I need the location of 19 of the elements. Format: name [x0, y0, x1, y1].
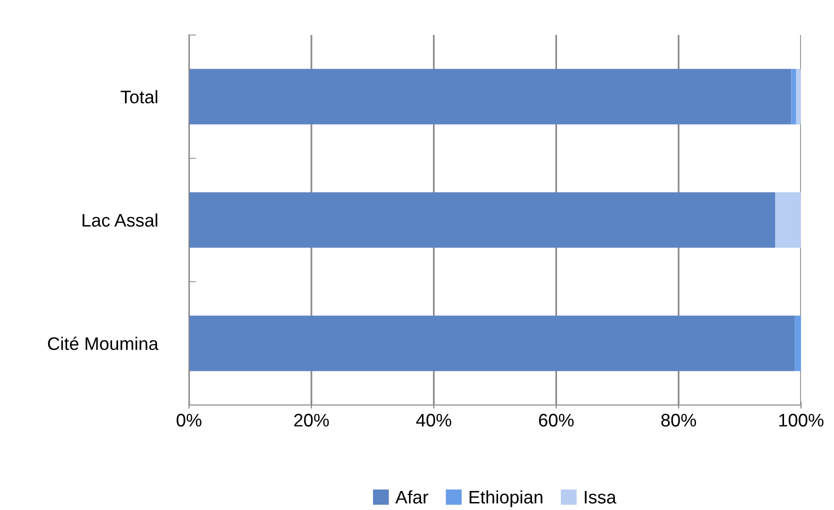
legend-label: Afar: [395, 490, 428, 504]
legend-label: Issa: [584, 490, 616, 504]
x-tick-label: 100%: [779, 414, 824, 427]
bar: [796, 68, 801, 124]
legend-label: Ethiopian: [470, 490, 542, 508]
bar: [791, 68, 796, 124]
y-tick-label: Cité Moumina: [48, 336, 158, 350]
x-tick-label: 20%: [294, 414, 329, 427]
bar: [794, 316, 801, 372]
bar: [189, 316, 795, 372]
y-tick-label: Lac Assal: [82, 213, 158, 227]
y-tick-label: Total: [120, 90, 158, 104]
x-tick-label: 0%: [176, 414, 202, 427]
bar: [189, 192, 776, 248]
bar: [775, 192, 801, 248]
x-tick-label: 80%: [661, 414, 696, 427]
bar: [189, 68, 792, 124]
x-tick-label: 60%: [539, 414, 574, 427]
x-tick-label: 40%: [416, 414, 452, 427]
